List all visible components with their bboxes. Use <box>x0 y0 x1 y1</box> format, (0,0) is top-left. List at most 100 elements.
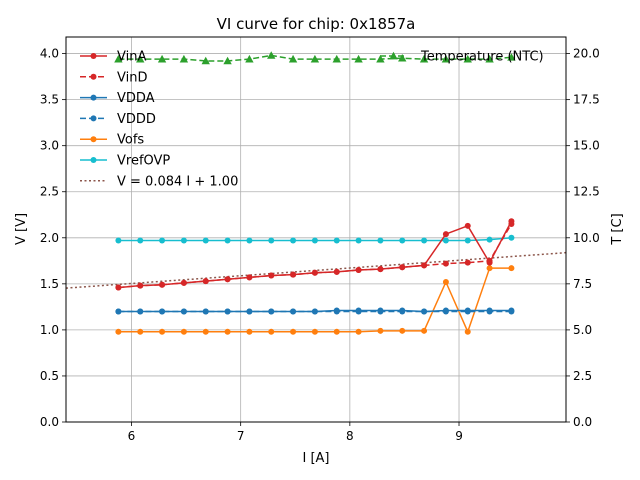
data-point <box>355 328 362 335</box>
data-point <box>421 237 428 244</box>
y2-tick-label: 17.5 <box>573 93 600 107</box>
data-point <box>137 328 144 335</box>
y2-tick-label: 2.5 <box>573 369 592 383</box>
x-tick-label: 9 <box>455 429 463 443</box>
y-tick-label: 0.0 <box>40 415 59 429</box>
legend-swatch-marker <box>90 73 97 80</box>
data-point <box>442 231 449 238</box>
legend-entry: VinD <box>80 70 147 85</box>
data-point <box>137 282 144 289</box>
legend-swatch-marker <box>90 157 97 163</box>
data-point <box>486 308 493 315</box>
data-point <box>311 328 318 335</box>
data-point <box>377 327 384 334</box>
data-point <box>180 328 187 335</box>
series-vddd <box>115 308 515 315</box>
data-point <box>419 54 429 63</box>
data-point <box>224 276 231 283</box>
data-point <box>311 308 318 315</box>
data-point <box>136 54 145 63</box>
legend-entry: V = 0.084 I + 1.00 <box>80 174 238 189</box>
series-line <box>118 223 513 289</box>
data-point <box>310 54 320 63</box>
data-point <box>246 308 253 315</box>
y-tick-label: 3.0 <box>40 139 59 153</box>
legend-swatch-marker <box>389 51 398 60</box>
data-point <box>268 328 275 335</box>
legend-entry: VDDA <box>80 91 155 106</box>
data-point <box>115 284 122 291</box>
data-point <box>398 53 407 62</box>
data-point <box>464 259 471 266</box>
data-point <box>223 56 232 65</box>
data-point <box>290 271 297 278</box>
data-point <box>486 265 493 272</box>
data-point <box>224 308 231 315</box>
data-point <box>333 268 340 275</box>
data-point <box>333 237 340 244</box>
y2-tick-label: 15.0 <box>573 139 600 153</box>
legend-label: VinD <box>117 70 147 85</box>
x-tick-label: 7 <box>237 429 245 443</box>
data-point <box>115 328 122 335</box>
legend-swatch-marker <box>90 136 97 143</box>
data-point <box>485 54 494 63</box>
series-layer <box>66 51 566 335</box>
data-point <box>442 260 449 267</box>
series-vind <box>115 220 515 291</box>
data-point <box>115 308 122 315</box>
x-tick-label: 6 <box>128 429 136 443</box>
data-point <box>179 54 189 63</box>
legend-swatch-marker <box>90 53 97 59</box>
legend-entry: VDDD <box>80 112 156 127</box>
data-point <box>463 54 472 63</box>
data-point <box>246 328 253 335</box>
data-point <box>224 237 231 244</box>
data-point <box>508 220 515 227</box>
data-point <box>137 237 144 244</box>
legend-label: VDDA <box>117 91 155 106</box>
y2-axis-title: T [C] <box>610 213 625 245</box>
data-point <box>267 51 276 59</box>
data-point <box>201 56 210 65</box>
data-point <box>377 237 384 244</box>
data-point <box>202 328 209 335</box>
data-point <box>159 281 166 288</box>
data-point <box>442 279 449 285</box>
data-point <box>508 308 515 315</box>
data-point <box>464 222 471 229</box>
data-point <box>399 264 406 271</box>
data-point <box>114 54 123 63</box>
data-point <box>464 308 471 315</box>
data-point <box>246 237 253 244</box>
legend-entry: Temperature (NTC) <box>380 50 544 65</box>
data-point <box>333 308 340 315</box>
data-point <box>202 308 209 315</box>
data-point <box>115 237 122 244</box>
y-tick-label: 3.5 <box>40 93 59 107</box>
legend-entry: Vofs <box>80 133 144 148</box>
x-axis: 6 7 8 9 <box>128 422 463 443</box>
data-point <box>376 54 385 63</box>
data-point <box>290 308 297 315</box>
data-point <box>290 237 297 244</box>
data-point <box>377 308 384 315</box>
data-point <box>159 308 166 315</box>
data-point <box>441 54 451 63</box>
data-point <box>421 308 428 315</box>
legend-swatch-marker <box>90 94 97 101</box>
data-point <box>159 237 166 244</box>
data-point <box>355 308 362 315</box>
legend-entry: VrefOVP <box>80 154 170 169</box>
y-tick-label: 0.5 <box>40 369 59 383</box>
data-point <box>464 237 471 244</box>
data-point <box>180 308 187 315</box>
legend-swatch-marker <box>90 115 97 122</box>
legend-label: V = 0.084 I + 1.00 <box>117 174 238 189</box>
data-point <box>442 237 449 244</box>
data-point <box>290 328 297 335</box>
y-axis-right: 0.0 2.5 5.0 7.5 10.0 12.5 15.0 17.5 20.0 <box>566 47 600 429</box>
y-axis-title: V [V] <box>14 213 29 245</box>
data-point <box>486 236 493 243</box>
